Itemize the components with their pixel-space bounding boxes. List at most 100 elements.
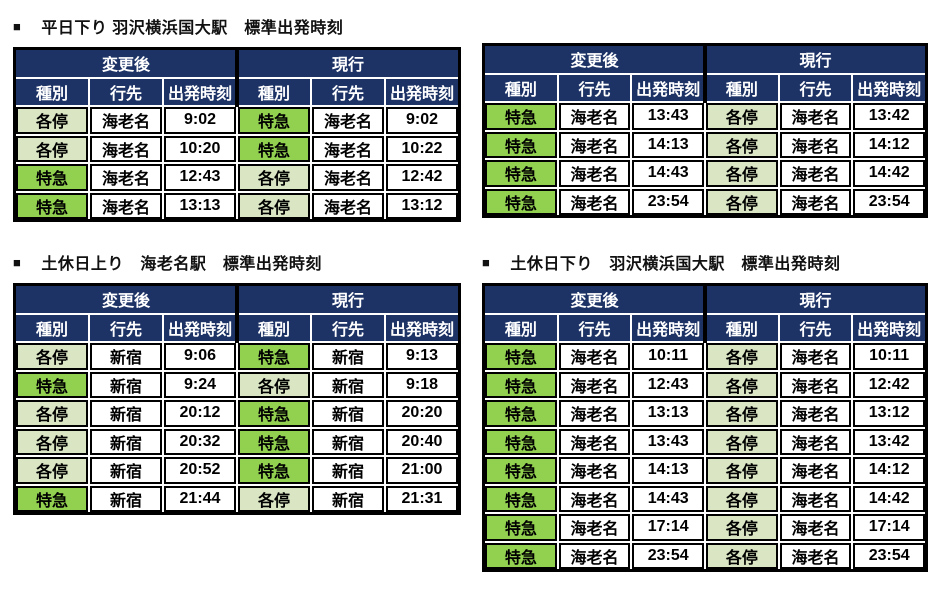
cell-destination: 海老名 xyxy=(779,400,852,427)
cell-type: 各停 xyxy=(705,343,778,370)
section-marker-icon: ■ xyxy=(13,254,22,270)
cell-type: 特急 xyxy=(238,428,310,455)
column-header-departure: 出発時刻 xyxy=(632,314,704,341)
group-divider xyxy=(235,286,239,343)
cell-departure-time: 21:44 xyxy=(164,485,236,512)
cell-departure-time: 10:11 xyxy=(853,343,925,370)
cell-departure-time: 10:11 xyxy=(632,343,704,370)
column-header-type: 種別 xyxy=(238,78,310,105)
group-header-current: 現行 xyxy=(238,50,458,77)
timetable-holiday-up: 変更後 現行 種別 行先 出発時刻 種別 行先 出発時刻 各停 新宿 9:06 … xyxy=(13,283,461,515)
cell-destination: 海老名 xyxy=(779,103,852,130)
cell-departure-time: 9:13 xyxy=(386,343,458,370)
cell-departure-time: 9:06 xyxy=(164,343,236,370)
cell-type: 各停 xyxy=(705,457,778,484)
cell-type: 特急 xyxy=(485,485,557,512)
cell-destination: 海老名 xyxy=(90,135,162,162)
cell-type: 特急 xyxy=(16,164,88,191)
cell-type: 特急 xyxy=(238,400,310,427)
column-header-type: 種別 xyxy=(485,314,557,341)
cell-type: 特急 xyxy=(238,457,310,484)
cell-departure-time: 14:43 xyxy=(632,160,704,187)
section-title-text: 土休日下り 羽沢横浜国大駅 標準出発時刻 xyxy=(510,256,841,273)
section-marker-icon: ■ xyxy=(13,18,22,34)
cell-type: 特急 xyxy=(485,343,557,370)
cell-destination: 海老名 xyxy=(312,192,384,219)
cell-destination: 新宿 xyxy=(90,343,162,370)
cell-destination: 海老名 xyxy=(779,485,852,512)
group-header-current: 現行 xyxy=(238,286,458,313)
cell-type: 各停 xyxy=(705,400,778,427)
cell-departure-time: 20:40 xyxy=(386,428,458,455)
cell-type: 特急 xyxy=(16,371,88,398)
cell-departure-time: 10:22 xyxy=(386,135,458,162)
cell-destination: 海老名 xyxy=(779,131,852,158)
cell-departure-time: 9:24 xyxy=(164,371,236,398)
cell-type: 特急 xyxy=(16,192,88,219)
cell-departure-time: 9:02 xyxy=(386,107,458,134)
cell-destination: 海老名 xyxy=(558,371,631,398)
timetable-weekday-down-2: 変更後 現行 種別 行先 出発時刻 種別 行先 出発時刻 特急 海老名 13:4… xyxy=(482,43,928,218)
group-header-after: 変更後 xyxy=(485,286,704,313)
cell-destination: 海老名 xyxy=(90,164,162,191)
column-header-type: 種別 xyxy=(705,314,778,341)
cell-departure-time: 20:52 xyxy=(164,457,236,484)
column-header-destination: 行先 xyxy=(558,314,631,341)
cell-departure-time: 17:14 xyxy=(632,514,704,541)
cell-destination: 海老名 xyxy=(558,188,631,215)
cell-type: 各停 xyxy=(238,164,310,191)
cell-departure-time: 9:02 xyxy=(164,107,236,134)
cell-destination: 海老名 xyxy=(312,135,384,162)
cell-destination: 新宿 xyxy=(90,485,162,512)
cell-destination: 海老名 xyxy=(779,514,852,541)
cell-type: 特急 xyxy=(16,485,88,512)
cell-departure-time: 14:42 xyxy=(853,485,925,512)
cell-type: 特急 xyxy=(485,428,557,455)
section-title: ■ 土休日下り 羽沢横浜国大駅 標準出発時刻 xyxy=(482,250,928,274)
cell-type: 各停 xyxy=(16,400,88,427)
column-header-departure: 出発時刻 xyxy=(853,314,925,341)
cell-destination: 海老名 xyxy=(558,542,631,569)
cell-destination: 海老名 xyxy=(558,160,631,187)
cell-destination: 新宿 xyxy=(90,428,162,455)
column-header-destination: 行先 xyxy=(779,74,852,101)
cell-departure-time: 14:42 xyxy=(853,160,925,187)
cell-destination: 海老名 xyxy=(312,164,384,191)
cell-destination: 新宿 xyxy=(90,457,162,484)
cell-destination: 海老名 xyxy=(779,188,852,215)
cell-type: 各停 xyxy=(705,428,778,455)
cell-destination: 海老名 xyxy=(312,107,384,134)
cell-departure-time: 23:54 xyxy=(853,188,925,215)
cell-type: 各停 xyxy=(705,131,778,158)
cell-departure-time: 13:43 xyxy=(632,103,704,130)
group-divider xyxy=(703,46,707,103)
cell-destination: 新宿 xyxy=(90,400,162,427)
column-header-departure: 出発時刻 xyxy=(853,74,925,101)
group-header-after: 変更後 xyxy=(485,46,704,73)
cell-departure-time: 23:54 xyxy=(632,188,704,215)
cell-destination: 海老名 xyxy=(558,514,631,541)
group-header-after: 変更後 xyxy=(16,50,236,77)
cell-type: 各停 xyxy=(705,371,778,398)
cell-departure-time: 23:54 xyxy=(632,542,704,569)
cell-departure-time: 13:43 xyxy=(632,428,704,455)
cell-departure-time: 14:13 xyxy=(632,457,704,484)
cell-type: 各停 xyxy=(705,485,778,512)
cell-destination: 海老名 xyxy=(779,542,852,569)
cell-destination: 海老名 xyxy=(558,103,631,130)
cell-type: 特急 xyxy=(238,135,310,162)
column-header-destination: 行先 xyxy=(90,78,162,105)
cell-destination: 新宿 xyxy=(312,457,384,484)
cell-departure-time: 13:12 xyxy=(386,192,458,219)
cell-departure-time: 21:00 xyxy=(386,457,458,484)
cell-departure-time: 21:31 xyxy=(386,485,458,512)
cell-destination: 新宿 xyxy=(312,343,384,370)
cell-type: 各停 xyxy=(16,107,88,134)
column-header-destination: 行先 xyxy=(312,314,384,341)
cell-type: 各停 xyxy=(705,542,778,569)
cell-departure-time: 23:54 xyxy=(853,542,925,569)
group-divider xyxy=(703,286,707,343)
cell-destination: 海老名 xyxy=(90,192,162,219)
cell-type: 各停 xyxy=(238,485,310,512)
cell-type: 各停 xyxy=(705,188,778,215)
